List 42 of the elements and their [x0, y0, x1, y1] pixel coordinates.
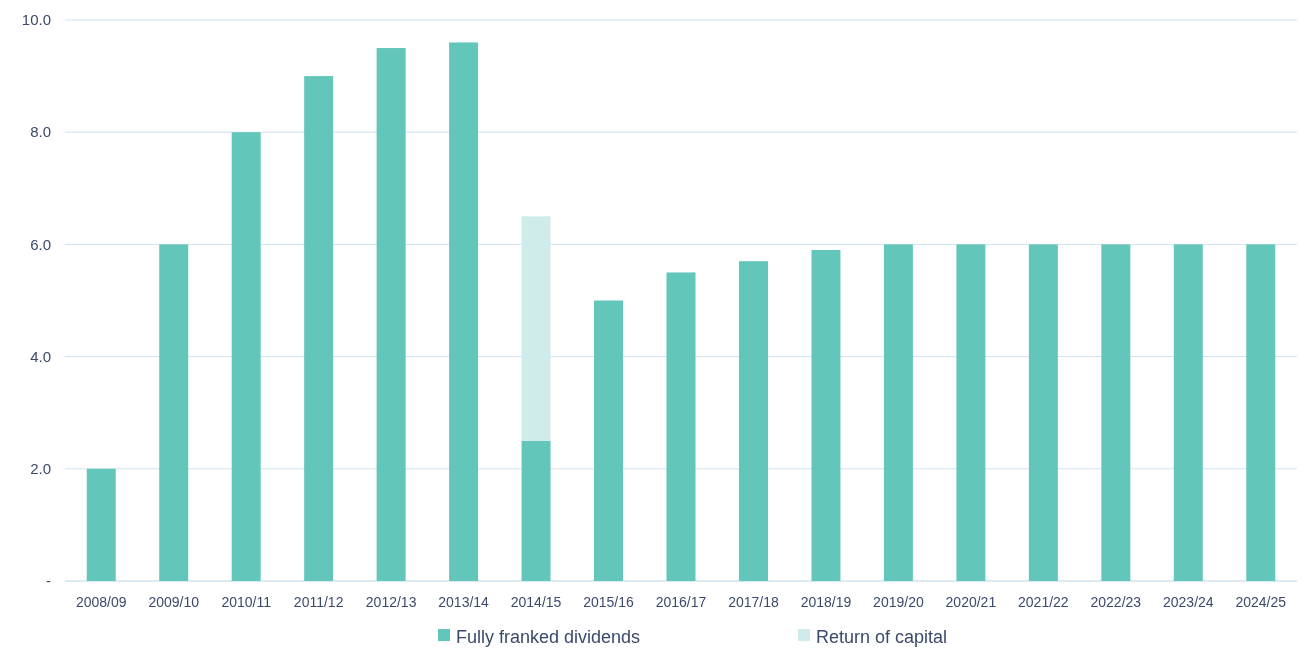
bar — [666, 272, 696, 581]
bar — [159, 244, 189, 581]
x-tick-label: 2012/13 — [365, 594, 417, 610]
x-tick-label: 2016/17 — [655, 594, 707, 610]
legend-label: Return of capital — [816, 627, 948, 648]
y-tick-label: 4.0 — [30, 347, 51, 365]
x-tick-label: 2009/10 — [148, 594, 200, 610]
y-tick-label: 6.0 — [30, 235, 51, 253]
x-tick-label: 2017/18 — [728, 594, 779, 610]
bar — [449, 42, 479, 581]
x-tick-label: 2023/24 — [1162, 594, 1214, 610]
bar — [231, 132, 261, 581]
y-tick-label: 8.0 — [30, 123, 51, 141]
bar — [1101, 244, 1131, 581]
x-tick-label: 2019/20 — [873, 594, 924, 610]
bar — [956, 244, 986, 581]
bar — [521, 440, 551, 581]
bar — [1246, 244, 1276, 581]
x-tick-label: 2020/21 — [945, 594, 997, 610]
x-tick-label: 2015/16 — [583, 594, 635, 610]
x-tick-label: 2014/15 — [510, 594, 562, 610]
bar — [738, 261, 768, 581]
x-tick-label: 2013/14 — [438, 594, 490, 610]
x-tick-label: 2008/09 — [75, 594, 127, 610]
bar — [1173, 244, 1203, 581]
legend-label: Fully franked dividends — [456, 627, 641, 648]
x-tick-label: 2022/23 — [1090, 594, 1142, 610]
bar — [86, 468, 116, 581]
bar — [883, 244, 913, 581]
bar — [1028, 244, 1058, 581]
x-tick-label: 2011/12 — [293, 594, 344, 610]
y-tick-label: - — [46, 572, 51, 590]
bar — [376, 48, 406, 581]
bar — [594, 300, 624, 581]
y-tick-label: 10.0 — [21, 11, 51, 29]
x-tick-label: 2021/22 — [1018, 594, 1069, 610]
x-tick-label: 2018/19 — [800, 594, 852, 610]
x-tick-label: 2010/11 — [221, 594, 272, 610]
bar — [304, 76, 334, 581]
bar — [811, 250, 841, 581]
x-tick-label: 2024/25 — [1235, 594, 1287, 610]
y-tick-label: 2.0 — [30, 460, 51, 478]
